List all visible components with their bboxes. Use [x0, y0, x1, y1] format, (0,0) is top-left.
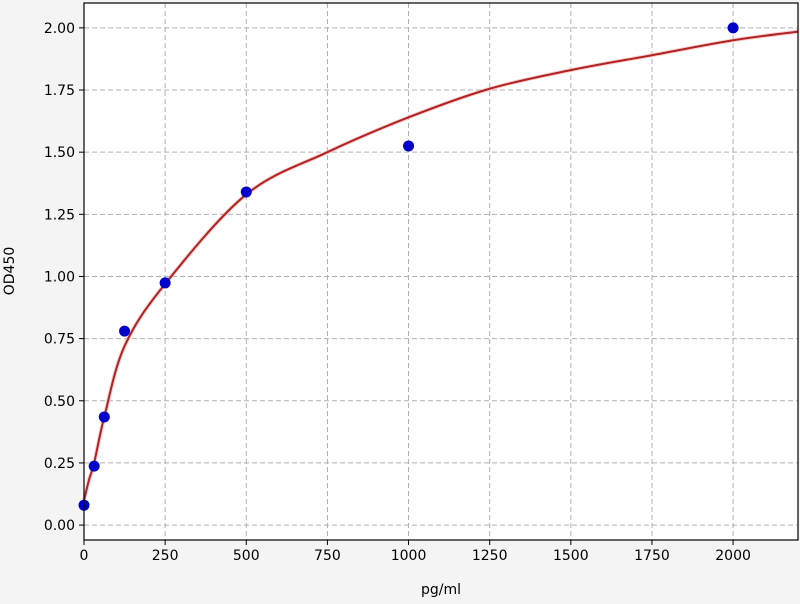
- data-point: [159, 277, 171, 289]
- y-tick-label: 0.75: [44, 332, 75, 348]
- y-tick-label: 1.75: [44, 83, 75, 99]
- y-tick-label: 1.25: [44, 207, 75, 223]
- fitted-curve: [83, 30, 799, 501]
- data-point: [119, 325, 131, 337]
- x-tick-label: 1500: [553, 548, 589, 564]
- x-tick-label: 0: [80, 548, 89, 564]
- data-point: [240, 186, 252, 198]
- y-axis-label: OD450: [2, 247, 18, 296]
- x-tick-label: 1250: [472, 548, 508, 564]
- grid: [83, 3, 798, 540]
- y-tick-label: 0.00: [44, 518, 75, 534]
- data-point: [727, 22, 739, 34]
- data-point: [98, 411, 110, 423]
- y-tick-label: 1.00: [44, 269, 75, 285]
- x-axis-ticks: 0 250 500 750 1000 1250 1500 1750 2000: [80, 540, 751, 564]
- x-axis-label: pg/ml: [421, 582, 461, 598]
- plot-area: [84, 3, 798, 540]
- x-tick-label: 250: [152, 548, 179, 564]
- y-tick-label: 0.25: [44, 456, 75, 472]
- plot-frame: [83, 2, 799, 541]
- y-tick-label: 2.00: [44, 21, 75, 37]
- x-tick-label: 1000: [391, 548, 427, 564]
- x-tick-label: 2000: [715, 548, 751, 564]
- y-tick-label: 1.50: [44, 145, 75, 161]
- x-tick-label: 500: [233, 548, 260, 564]
- y-axis-ticks: 0.00 0.25 0.50 0.75 1.00 1.25 1.50 1.75 2.00: [44, 21, 84, 534]
- x-tick-label: 750: [314, 548, 341, 564]
- data-point: [88, 460, 100, 472]
- fitted-curve-layer: [82, 29, 799, 501]
- y-tick-label: 0.50: [44, 394, 75, 410]
- data-points-layer: [78, 22, 739, 511]
- x-tick-label: 1750: [634, 548, 670, 564]
- data-point: [403, 140, 415, 152]
